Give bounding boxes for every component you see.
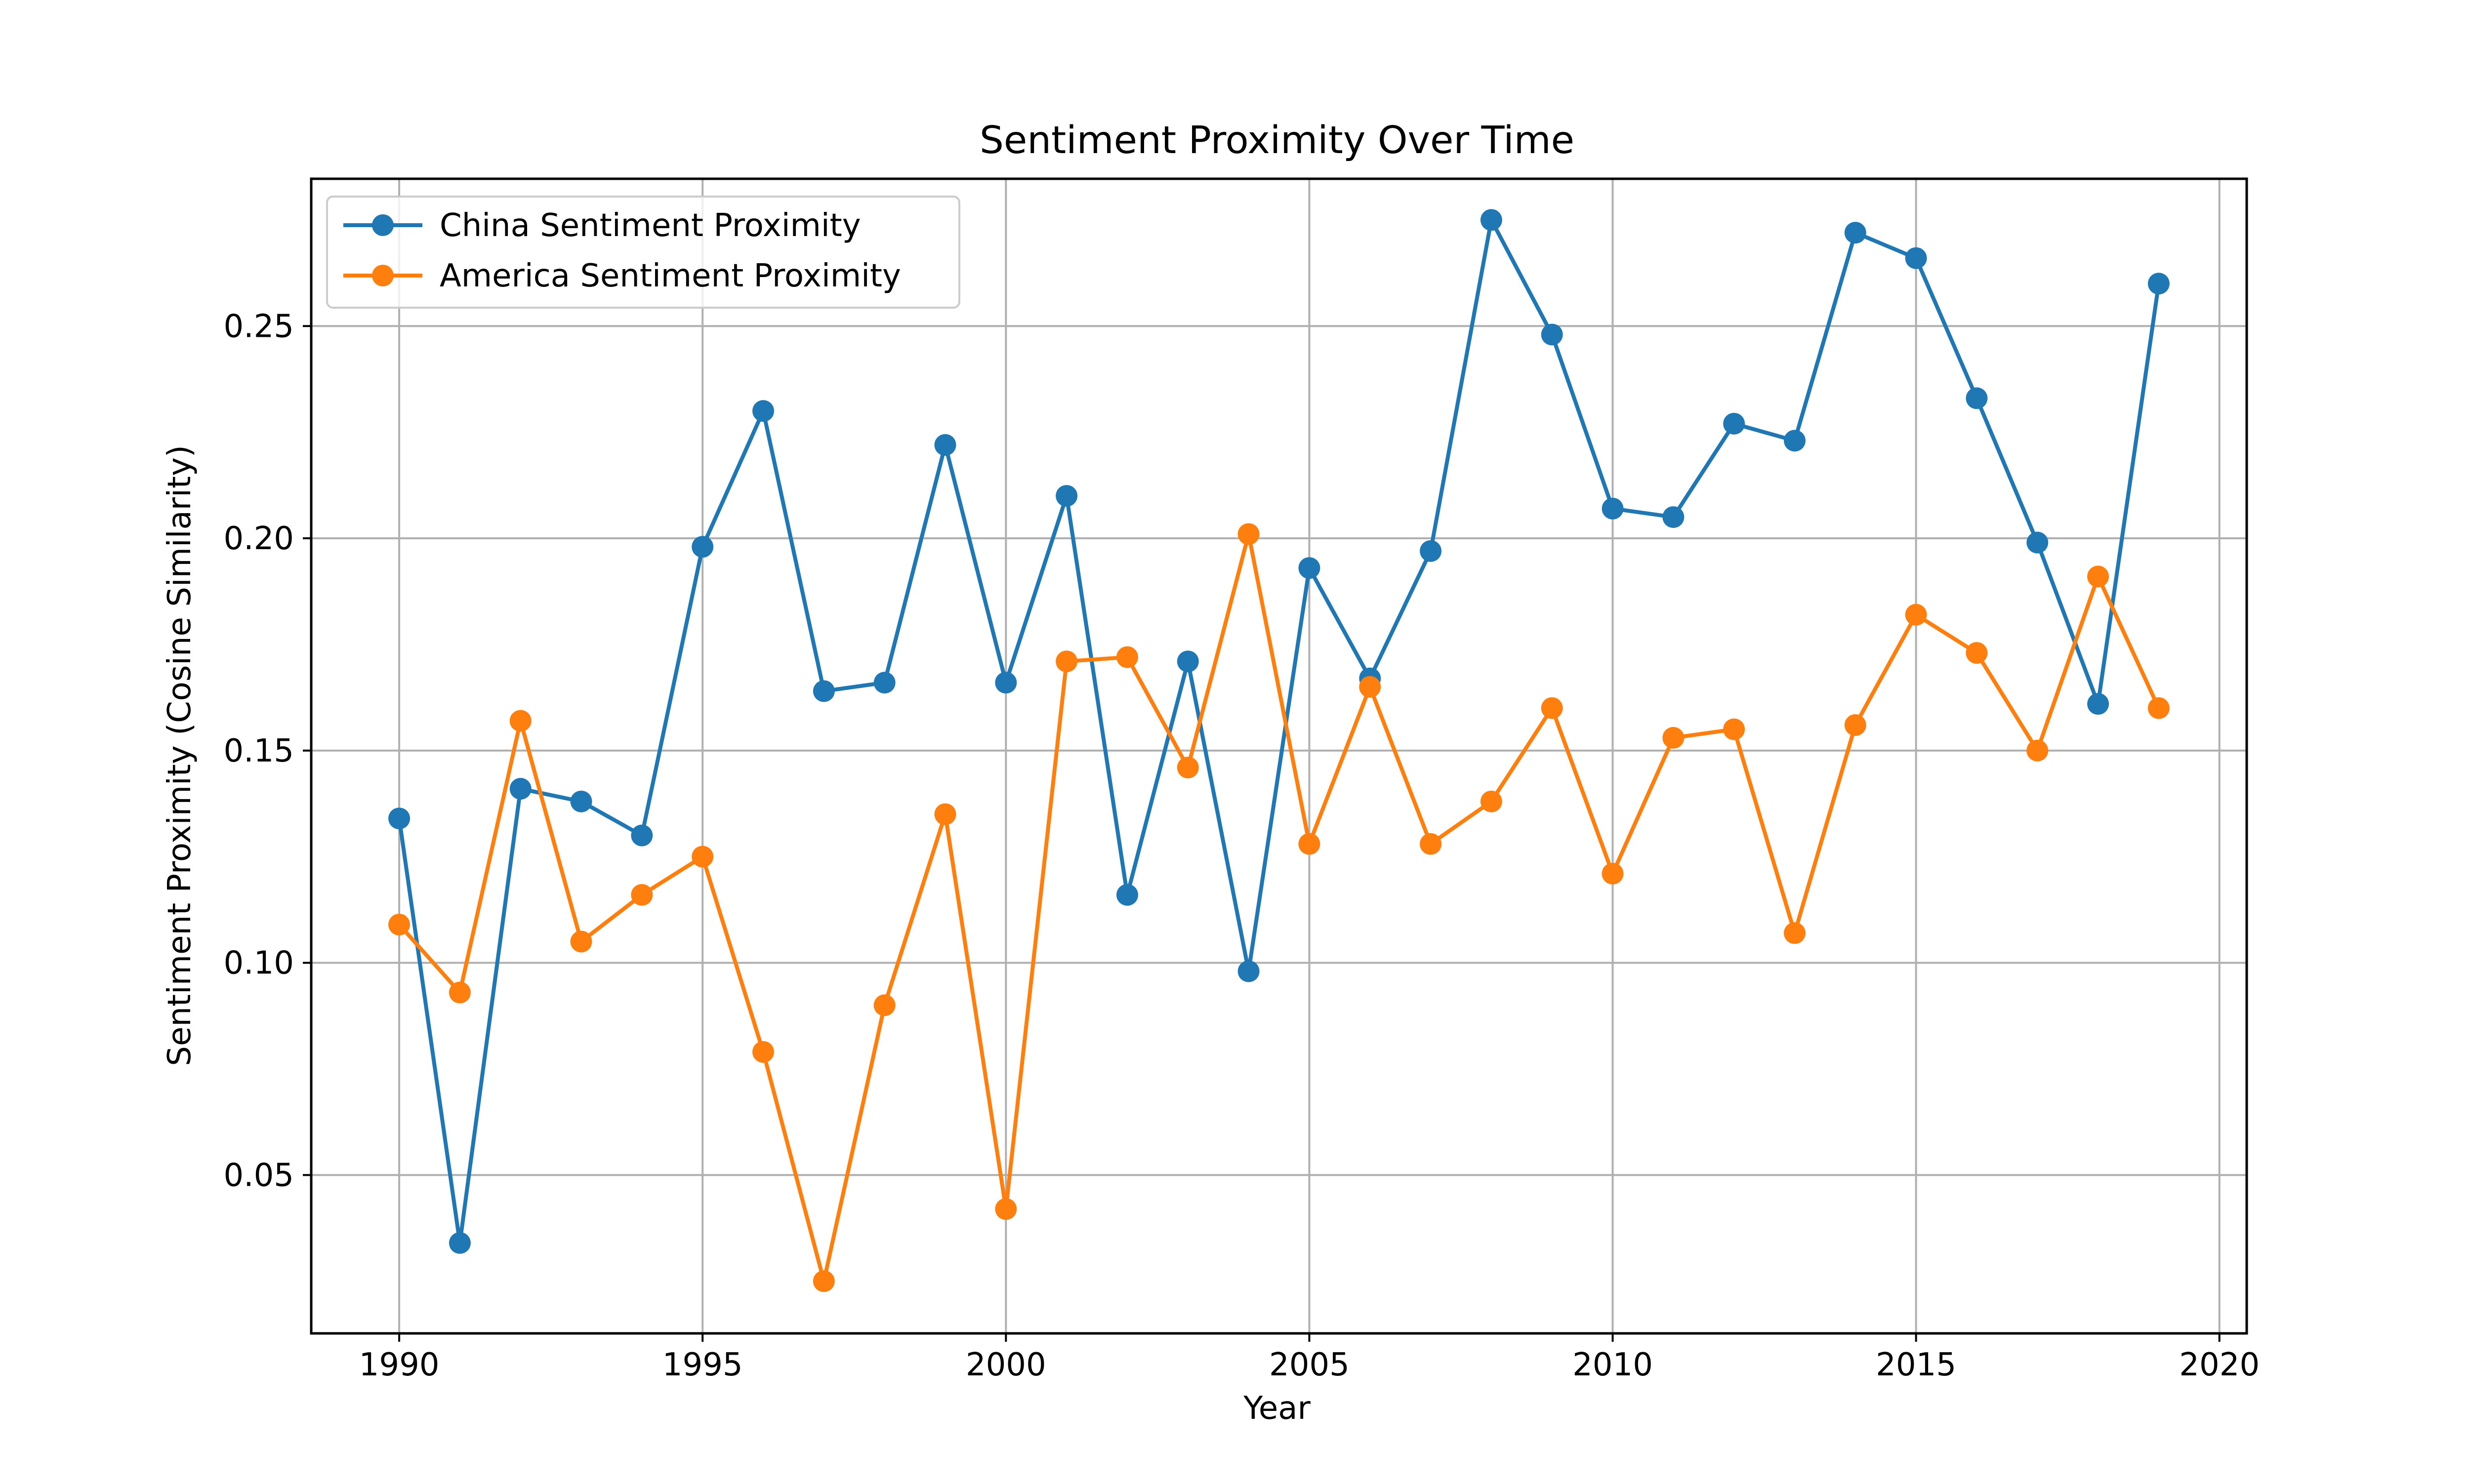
data-point-america [1359, 676, 1381, 698]
data-point-china [813, 680, 835, 702]
y-tick-label: 0.05 [224, 1157, 294, 1194]
data-series [388, 209, 2170, 1292]
data-point-america [1966, 642, 1988, 664]
series-line-china [397, 218, 2161, 1245]
x-axis-label: Year [1243, 1390, 1311, 1427]
x-tick-label: 1990 [359, 1347, 440, 1383]
data-point-america [1662, 727, 1685, 749]
data-point-china [752, 400, 775, 422]
data-point-china [1177, 650, 1199, 673]
chart-title: Sentiment Proximity Over Time [980, 119, 1574, 162]
data-point-china [934, 434, 956, 456]
data-point-america [570, 930, 592, 953]
data-point-china [1116, 884, 1138, 906]
data-point-america [1237, 523, 1260, 545]
series-line-america [398, 532, 2161, 1283]
legend-box [326, 196, 960, 309]
data-point-china [570, 790, 592, 812]
plot-frame [310, 177, 2248, 1335]
data-point-china [631, 824, 653, 846]
data-point-america [1480, 790, 1502, 812]
x-tick-label: 2000 [966, 1347, 1046, 1383]
x-tick-label: 1995 [662, 1347, 743, 1383]
data-point-china [1662, 506, 1685, 528]
data-point-china [1783, 430, 1806, 452]
y-axis-label: Sentiment Proximity (Cosine Similarity) [162, 445, 198, 1066]
legend-label-america: America Sentiment Proximity [440, 258, 901, 294]
legend-label-china: China Sentiment Proximity [440, 207, 861, 244]
data-point-america [1783, 922, 1806, 944]
data-point-america [1844, 714, 1866, 736]
x-tick-label: 2020 [2179, 1347, 2260, 1383]
data-point-america [934, 803, 956, 825]
data-point-america [631, 884, 653, 906]
data-point-china [1298, 557, 1320, 579]
data-point-america [1177, 757, 1199, 779]
data-point-america [1116, 646, 1138, 668]
data-point-america [813, 1270, 835, 1292]
data-point-china [388, 807, 411, 830]
y-tick-label: 0.10 [224, 945, 294, 982]
data-point-america [1723, 718, 1745, 740]
data-point-america [1541, 697, 1563, 719]
data-point-america [2087, 565, 2109, 588]
data-point-china [1420, 540, 1442, 562]
data-point-china [449, 1232, 471, 1254]
y-tick-label: 0.25 [224, 308, 294, 345]
data-point-china [1237, 960, 1260, 982]
data-point-china [1602, 497, 1624, 520]
data-point-america [1298, 833, 1320, 855]
series-america [388, 523, 2170, 1292]
data-point-america [388, 914, 411, 936]
y-tick-label: 0.20 [224, 521, 294, 557]
data-point-america [509, 710, 532, 732]
data-point-china [1541, 323, 1563, 346]
axis-ticks: 1990 1995 2000 2005 2010 2015 2020 0.05 0.10 0.15… [224, 308, 2260, 1383]
data-point-china [1844, 222, 1866, 244]
x-tick-label: 2015 [1876, 1347, 1956, 1383]
data-point-america [1602, 863, 1624, 885]
data-point-america [752, 1041, 775, 1063]
legend-marker-america [372, 265, 394, 286]
data-point-china [1723, 412, 1745, 435]
grid-lines [311, 179, 2247, 1333]
data-point-china [2147, 273, 2170, 295]
data-point-china [2087, 693, 2109, 715]
legend-entry-america: America Sentiment Proximity [343, 258, 901, 294]
data-point-america [449, 981, 471, 1003]
data-point-america [1905, 603, 1927, 626]
data-point-america [692, 845, 714, 868]
data-point-america [1056, 650, 1078, 673]
y-tick-label: 0.15 [224, 733, 294, 769]
legend-entry-china: China Sentiment Proximity [343, 207, 861, 244]
data-point-china [1905, 247, 1927, 269]
data-point-america [2026, 739, 2049, 762]
legend: China Sentiment Proximity America Sentim… [326, 196, 960, 309]
data-point-china [509, 778, 532, 800]
legend-marker-china [372, 214, 394, 236]
data-point-america [1420, 833, 1442, 855]
data-point-china [1480, 209, 1502, 231]
series-china [388, 209, 2170, 1254]
data-point-america [873, 994, 896, 1016]
x-tick-label: 2005 [1269, 1347, 1350, 1383]
x-tick-label: 2010 [1572, 1347, 1653, 1383]
data-point-america [2147, 697, 2170, 719]
data-point-china [873, 672, 896, 694]
data-point-china [995, 672, 1017, 694]
data-point-america [995, 1198, 1017, 1220]
data-point-china [692, 536, 714, 558]
data-point-china [1056, 485, 1078, 507]
data-point-china [2026, 531, 2049, 554]
data-point-china [1966, 387, 1988, 409]
